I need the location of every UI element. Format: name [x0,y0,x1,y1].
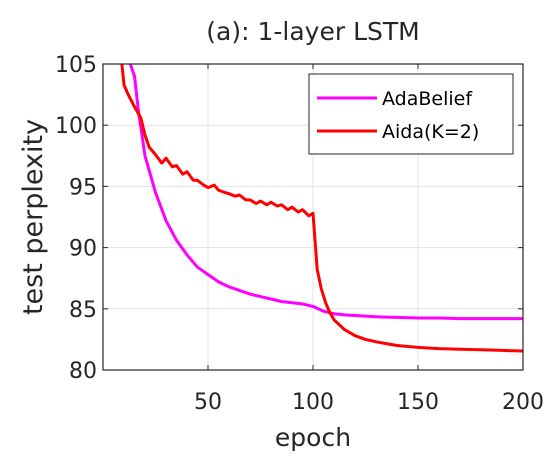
x-tick-label: 50 [194,390,222,415]
y-tick-label: 100 [55,114,97,139]
series-group [120,64,523,353]
y-tick-label: 95 [69,175,97,200]
legend-label-aida: Aida(K=2) [382,121,479,143]
x-tick-label: 200 [502,390,544,415]
y-tick-label: 90 [69,237,97,262]
x-axis-label: epoch [275,423,351,452]
legend: AdaBelief Aida(K=2) [308,73,514,155]
x-tick-label: 100 [292,390,334,415]
series-line-adabelief [128,64,523,321]
ticks: 50 100 150 200 80 85 90 95 100 105 [55,53,544,415]
legend-label-adabelief: AdaBelief [382,88,473,110]
y-tick-label: 105 [55,53,97,78]
y-tick-label: 85 [69,298,97,323]
series-line-aida [120,64,523,353]
legend-box [308,73,514,155]
y-axis-label: test perplexity [18,119,49,315]
y-tick-label: 80 [69,359,97,384]
chart-title: (a): 1-layer LSTM [206,17,419,46]
x-tick-label: 150 [397,390,439,415]
